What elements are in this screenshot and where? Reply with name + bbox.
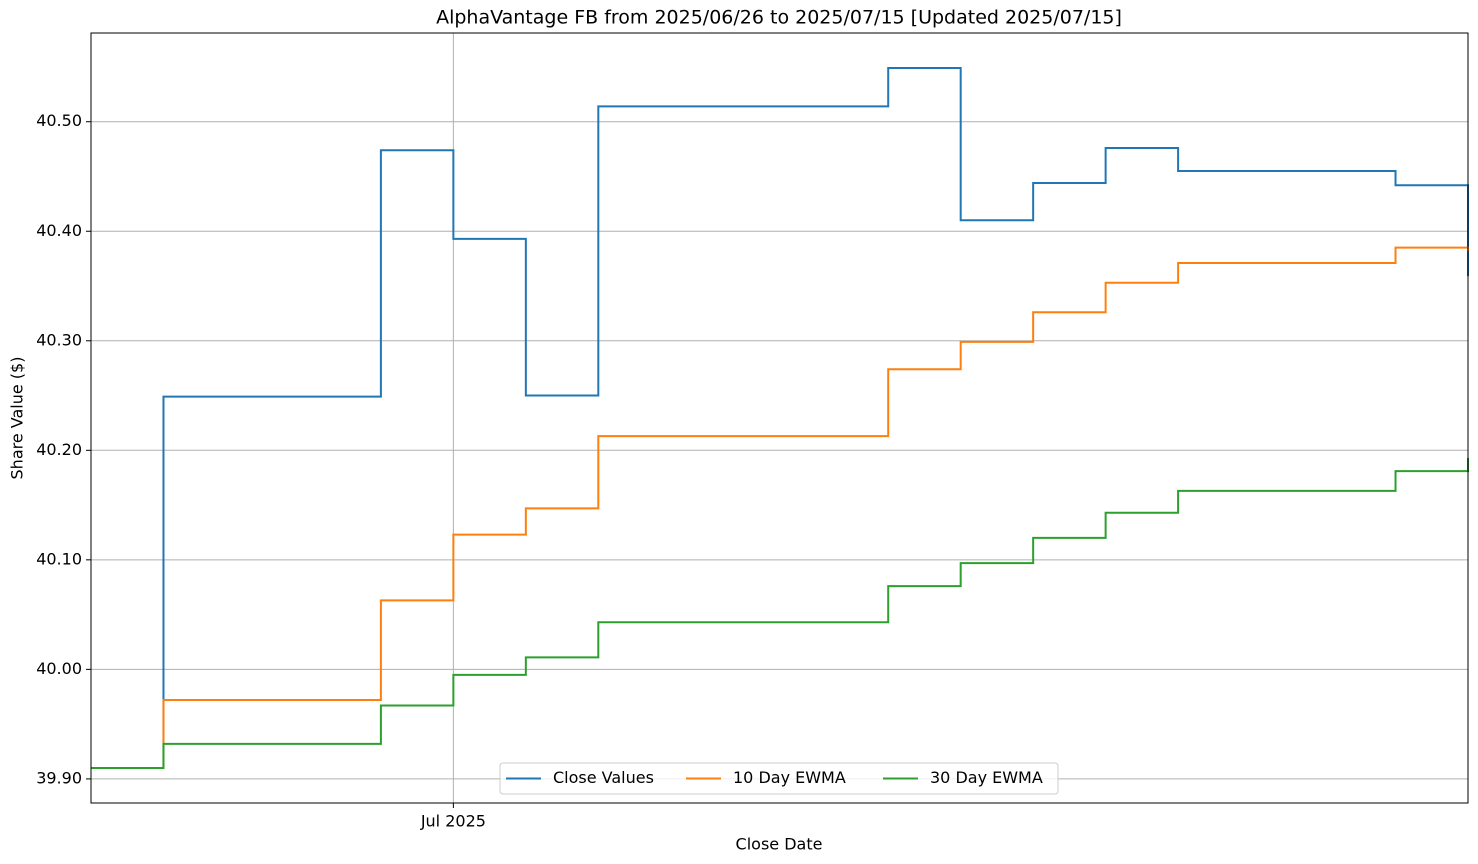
y-tick-label: 40.20 (36, 440, 82, 459)
series-line (91, 457, 1469, 769)
y-axis-label: Share Value ($) (8, 357, 27, 480)
y-tick-label: 40.50 (36, 111, 82, 130)
y-tick-label: 39.90 (36, 768, 82, 787)
x-tick-label: Jul 2025 (420, 812, 486, 831)
legend-box (499, 762, 1059, 795)
series-line (91, 246, 1469, 769)
legend-label: 10 Day EWMA (733, 768, 846, 787)
y-tick-label: 40.30 (36, 330, 82, 349)
y-tick-label: 40.00 (36, 659, 82, 678)
series-line (91, 67, 1469, 769)
plot-frame (90, 32, 1469, 804)
legend-label: Close Values (553, 768, 654, 787)
legend-label: 30 Day EWMA (930, 768, 1043, 787)
y-tick-label: 40.40 (36, 221, 82, 240)
y-tick-label: 40.10 (36, 549, 82, 568)
chart-title: AlphaVantage FB from 2025/06/26 to 2025/… (436, 7, 1122, 29)
x-axis-label: Close Date (736, 835, 823, 854)
